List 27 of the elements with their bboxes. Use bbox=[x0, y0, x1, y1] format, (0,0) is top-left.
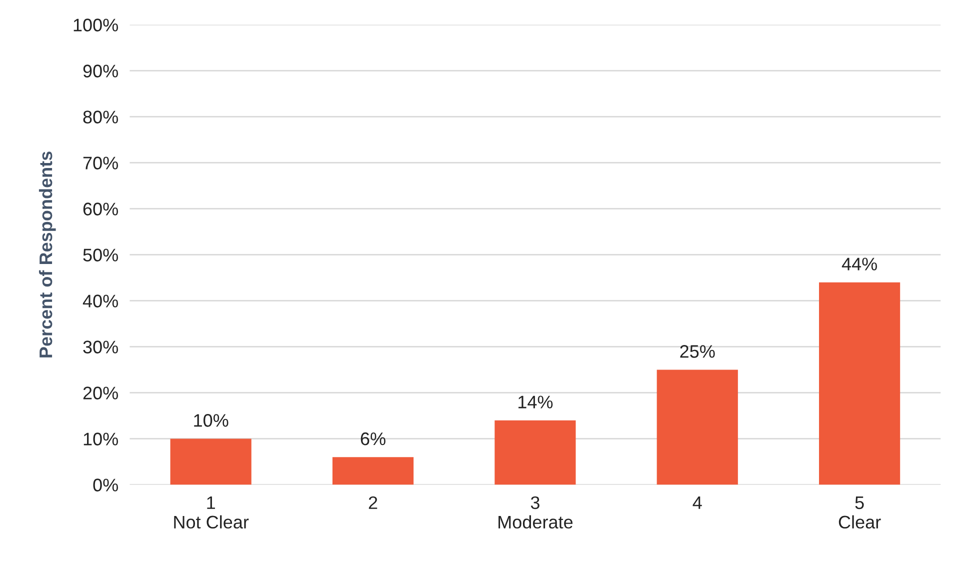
x-tick-label: 5 Clear bbox=[838, 496, 881, 529]
y-tick-label: 40% bbox=[82, 294, 118, 308]
bar bbox=[332, 457, 414, 485]
data-label: 44% bbox=[842, 258, 877, 270]
bar bbox=[494, 420, 576, 485]
x-tick-label: 4 bbox=[692, 496, 702, 509]
y-axis-title: Percent of Respondents bbox=[38, 152, 56, 358]
data-label: 6% bbox=[360, 432, 386, 446]
x-tick-label: 1 Not Clear bbox=[174, 496, 249, 529]
y-tick-label: 50% bbox=[83, 248, 118, 262]
bar bbox=[170, 438, 252, 485]
data-label: 14% bbox=[518, 396, 553, 408]
y-tick-label: 10% bbox=[84, 432, 118, 446]
y-tick-label: 80% bbox=[83, 110, 118, 124]
y-tick-label: 100% bbox=[74, 18, 118, 32]
y-tick-label: 20% bbox=[83, 386, 118, 400]
y-tick-label: 90% bbox=[83, 64, 118, 78]
bar bbox=[819, 282, 900, 485]
data-label: 25% bbox=[680, 345, 715, 358]
y-tick-label: 60% bbox=[83, 202, 118, 216]
y-tick-label: 0% bbox=[93, 478, 118, 492]
y-tick-label: 30% bbox=[83, 340, 118, 354]
x-tick-label: 2 bbox=[368, 496, 378, 509]
data-label: 10% bbox=[194, 414, 228, 427]
bar bbox=[656, 370, 738, 485]
y-tick-label: 70% bbox=[83, 156, 118, 170]
x-tick-label: 3 Moderate bbox=[498, 496, 573, 529]
